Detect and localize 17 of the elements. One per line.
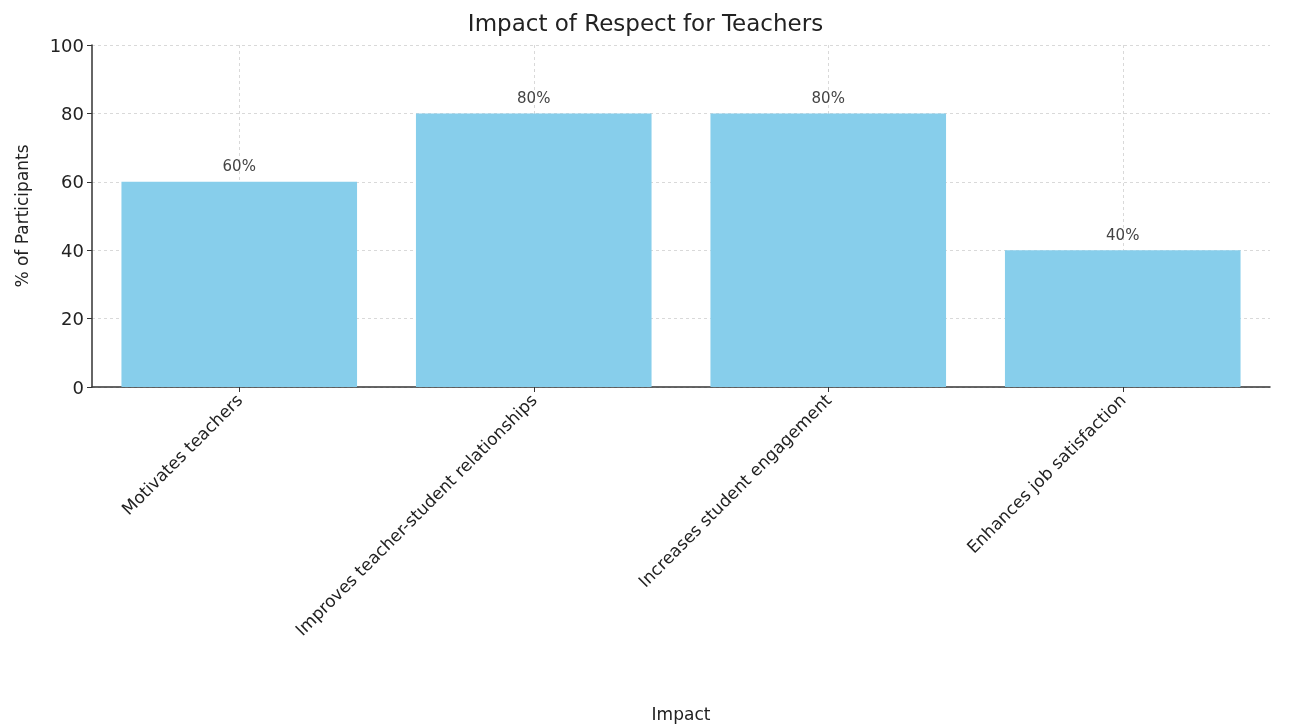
x-axis-title: Impact — [651, 703, 711, 724]
bar — [1004, 250, 1241, 387]
y-tick-label: 80 — [61, 102, 84, 124]
chart-title: Impact of Respect for Teachers — [467, 9, 824, 36]
y-tick-label: 40 — [61, 239, 84, 261]
y-tick-label: 0 — [72, 376, 84, 398]
data-label: 60% — [222, 157, 256, 176]
data-label: 80% — [811, 88, 845, 107]
bar — [121, 181, 358, 387]
bar — [710, 113, 947, 387]
y-axis-title: % of Participants — [11, 144, 32, 288]
y-tick-label: 20 — [61, 308, 84, 330]
y-tick-label: 60 — [61, 171, 84, 193]
data-label: 80% — [517, 88, 551, 107]
data-label: 40% — [1106, 225, 1140, 244]
y-tick-label: 100 — [49, 34, 84, 56]
bar — [415, 113, 652, 387]
